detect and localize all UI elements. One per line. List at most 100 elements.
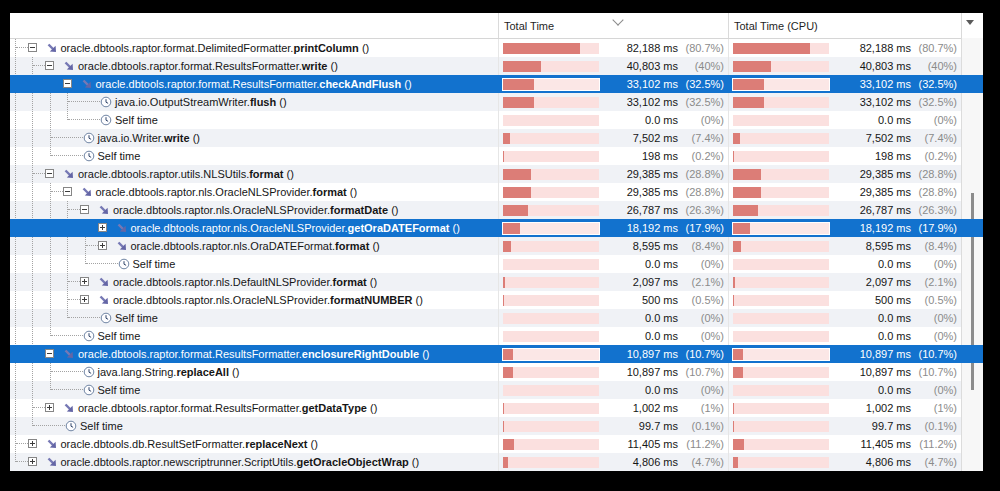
tree-row[interactable]: Self time198 ms(0.2%)198 ms(0.2%) xyxy=(10,147,983,165)
tree-row[interactable]: oracle.dbtools.raptor.format.ResultsForm… xyxy=(10,75,983,93)
tree-row[interactable]: java.io.OutputStreamWriter.flush ()33,10… xyxy=(10,93,983,111)
time-bar xyxy=(503,205,599,216)
tree-connector xyxy=(68,281,80,283)
time-bar xyxy=(733,61,829,72)
method-label: oracle.dbtools.raptor.nls.OracleNLSProvi… xyxy=(113,203,399,217)
time-value: 198 ms xyxy=(599,150,678,162)
tree-connector xyxy=(51,335,83,337)
time-bar-fill xyxy=(503,241,511,252)
total-time-cpu-cell: 11,405 ms(11.2%) xyxy=(728,435,961,453)
time-bar xyxy=(503,349,599,360)
time-percent: (0.2%) xyxy=(911,150,957,162)
expand-toggle-plus[interactable] xyxy=(80,295,89,304)
column-header-total-time-cpu[interactable]: Total Time (CPU) xyxy=(728,13,961,38)
tree-cell: java.io.OutputStreamWriter.flush () xyxy=(10,93,498,111)
expand-toggle-plus[interactable] xyxy=(98,241,107,250)
tree-cell: oracle.dbtools.raptor.nls.OracleNLSProvi… xyxy=(10,183,498,201)
tree-row[interactable]: oracle.dbtools.raptor.nls.OracleNLSProvi… xyxy=(10,183,983,201)
time-value: 0.0 ms xyxy=(599,312,678,324)
tree-row[interactable]: oracle.dbtools.raptor.utils.NLSUtils.for… xyxy=(10,165,983,183)
total-time-cell: 4,806 ms(4.7%) xyxy=(498,453,728,471)
vertical-scrollbar-track[interactable] xyxy=(961,38,983,471)
tree-connector xyxy=(33,65,45,67)
time-bar xyxy=(733,169,829,180)
expand-toggle-plus[interactable] xyxy=(45,403,54,412)
tree-row[interactable]: oracle.dbtools.raptor.newscriptrunner.Sc… xyxy=(10,453,983,471)
expand-toggle-minus[interactable] xyxy=(28,43,37,52)
time-bar xyxy=(503,457,599,468)
time-value: 11,405 ms xyxy=(599,438,678,450)
time-value: 0.0 ms xyxy=(829,114,911,126)
time-percent: (0.5%) xyxy=(678,294,724,306)
clock-icon xyxy=(118,258,130,270)
tree-row[interactable]: Self time0.0 ms(0%)0.0 ms(0%) xyxy=(10,309,983,327)
tree-connector xyxy=(68,119,100,121)
method-label: Self time xyxy=(115,113,158,127)
expand-toggle-plus[interactable] xyxy=(28,457,37,466)
tree-row[interactable]: oracle.dbtools.raptor.format.DelimitedFo… xyxy=(10,39,983,57)
total-time-cpu-cell: 1,002 ms(1%) xyxy=(728,399,961,417)
time-bar xyxy=(503,133,599,144)
time-bar xyxy=(733,97,829,108)
time-value: 40,803 ms xyxy=(599,60,678,72)
tree-row[interactable]: oracle.dbtools.raptor.format.ResultsForm… xyxy=(10,57,983,75)
tree-connector xyxy=(33,173,45,175)
tree-row[interactable]: oracle.dbtools.raptor.nls.OracleNLSProvi… xyxy=(10,291,983,309)
method-label: oracle.dbtools.raptor.format.ResultsForm… xyxy=(78,59,338,73)
tree-cell: Self time xyxy=(10,255,498,273)
tree-row[interactable]: oracle.dbtools.raptor.nls.OracleNLSProvi… xyxy=(10,219,983,237)
expand-toggle-minus[interactable] xyxy=(45,61,54,70)
tree-cell: Self time xyxy=(10,111,498,129)
tree-row[interactable]: Self time0.0 ms(0%)0.0 ms(0%) xyxy=(10,327,983,345)
tree-row[interactable]: Self time0.0 ms(0%)0.0 ms(0%) xyxy=(10,381,983,399)
time-bar xyxy=(503,367,599,378)
tree-cell: java.io.Writer.write () xyxy=(10,129,498,147)
time-percent: (28.8%) xyxy=(678,186,724,198)
time-percent: (40%) xyxy=(911,60,957,72)
time-bar xyxy=(733,313,829,324)
tree-cell: oracle.dbtools.raptor.nls.OracleNLSProvi… xyxy=(10,201,498,219)
tree-cell: oracle.dbtools.raptor.nls.OraDATEFormat.… xyxy=(10,237,498,255)
total-time-cpu-cell: 500 ms(0.5%) xyxy=(728,291,961,309)
total-time-cell: 10,897 ms(10.7%) xyxy=(498,345,728,363)
expand-toggle-plus[interactable] xyxy=(28,439,37,448)
time-percent: (7.4%) xyxy=(911,132,957,144)
tree-rows: oracle.dbtools.raptor.format.DelimitedFo… xyxy=(10,39,983,471)
tree-row[interactable]: java.lang.String.replaceAll ()10,897 ms(… xyxy=(10,363,983,381)
time-percent: (0.1%) xyxy=(911,420,957,432)
expand-toggle-plus[interactable] xyxy=(80,277,89,286)
time-bar-fill xyxy=(733,97,764,108)
clock-icon xyxy=(83,366,95,378)
tree-row[interactable]: Self time99.7 ms(0.1%)99.7 ms(0.1%) xyxy=(10,417,983,435)
tree-cell: oracle.dbtools.raptor.format.ResultsForm… xyxy=(10,345,498,363)
expand-toggle-minus[interactable] xyxy=(45,169,54,178)
column-header-tree[interactable] xyxy=(10,13,498,38)
tree-cell: Self time xyxy=(10,381,498,399)
time-bar-fill xyxy=(733,277,735,288)
tree-row[interactable]: oracle.dbtools.raptor.nls.OracleNLSProvi… xyxy=(10,201,983,219)
time-bar-fill xyxy=(503,223,520,234)
time-bar xyxy=(503,295,599,306)
tree-row[interactable]: Self time0.0 ms(0%)0.0 ms(0%) xyxy=(10,111,983,129)
time-bar-fill xyxy=(733,241,741,252)
time-percent: (4.7%) xyxy=(678,456,724,468)
expand-toggle-minus[interactable] xyxy=(80,205,89,214)
column-selector-dropdown-icon[interactable] xyxy=(966,20,974,25)
tree-row[interactable]: oracle.dbtools.raptor.nls.DefaultNLSProv… xyxy=(10,273,983,291)
expand-toggle-plus[interactable] xyxy=(98,223,107,232)
tree-row[interactable]: oracle.dbtools.raptor.nls.OraDATEFormat.… xyxy=(10,237,983,255)
time-bar-fill xyxy=(733,169,761,180)
time-value: 0.0 ms xyxy=(829,258,911,270)
column-header-total-time[interactable]: Total Time xyxy=(498,13,728,38)
tree-row[interactable]: oracle.dbtools.raptor.format.ResultsForm… xyxy=(10,399,983,417)
tree-row[interactable]: Self time0.0 ms(0%)0.0 ms(0%) xyxy=(10,255,983,273)
expand-toggle-minus[interactable] xyxy=(63,187,72,196)
tree-row[interactable]: java.io.Writer.write ()7,502 ms(7.4%)7,5… xyxy=(10,129,983,147)
tree-row[interactable]: oracle.dbtools.db.ResultSetFormatter.rep… xyxy=(10,435,983,453)
expand-toggle-minus[interactable] xyxy=(63,79,72,88)
tree-row[interactable]: oracle.dbtools.raptor.format.ResultsForm… xyxy=(10,345,983,363)
method-label: java.io.Writer.write () xyxy=(98,131,201,145)
method-label: oracle.dbtools.raptor.newscriptrunner.Sc… xyxy=(61,455,420,469)
time-value: 26,787 ms xyxy=(829,204,911,216)
expand-toggle-minus[interactable] xyxy=(45,349,54,358)
